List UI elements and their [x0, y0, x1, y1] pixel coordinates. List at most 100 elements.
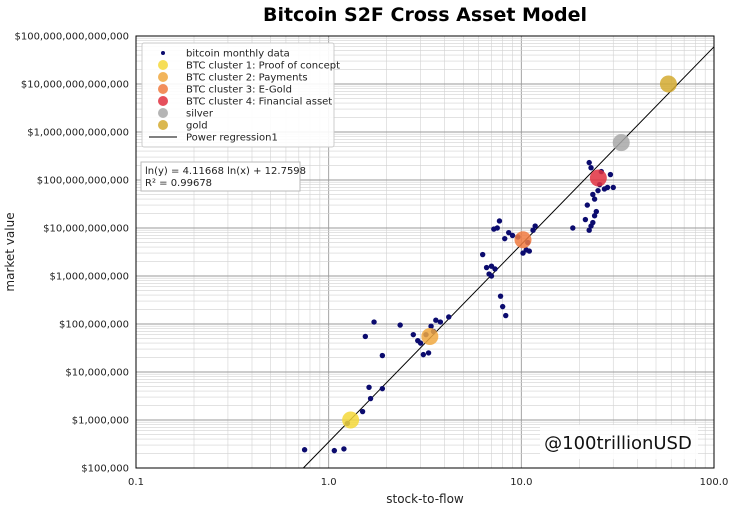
- legend-box: [141, 42, 335, 148]
- bitcoin-data-point: [410, 331, 417, 338]
- bitcoin-data-point: [437, 319, 444, 325]
- legend-marker: [158, 96, 168, 106]
- bitcoin-data-point: [591, 213, 598, 219]
- legend-marker: [158, 108, 168, 118]
- x-tick-label: 10.0: [510, 477, 532, 488]
- bitcoin-data-point: [483, 264, 490, 271]
- y-tick-label: $10,000,000,000: [43, 224, 129, 235]
- bitcoin-data-point: [446, 314, 452, 320]
- btc-cluster-1-proof-of-concept-marker: [342, 411, 360, 429]
- bitcoin-data-point: [530, 227, 536, 233]
- silver-marker: [612, 134, 630, 152]
- data-points: [301, 75, 677, 454]
- bitcoin-data-point: [506, 229, 512, 236]
- bitcoin-data-point: [509, 232, 516, 239]
- bitcoin-data-point: [586, 159, 592, 166]
- y-tick-label: $100,000,000,000: [37, 176, 129, 187]
- legend-label: BTC cluster 3: E-Gold: [186, 85, 292, 96]
- bitcoin-data-point: [479, 251, 486, 258]
- bitcoin-data-point: [420, 351, 427, 358]
- bitcoin-data-point: [494, 225, 500, 231]
- regression-line: [302, 46, 715, 469]
- legend-marker: [158, 72, 168, 82]
- bitcoin-data-point: [526, 248, 533, 254]
- legend-label: BTC cluster 1: Proof of concept: [186, 61, 340, 72]
- x-axis-label: stock-to-flow: [386, 492, 464, 506]
- y-tick-labels: $100,000 $1,000,000 $10,000,000 $100,000,00…: [14, 32, 129, 475]
- bitcoin-data-point: [492, 266, 498, 272]
- equation-line: R² = 0.99678: [145, 178, 212, 189]
- bitcoin-data-point: [301, 447, 308, 453]
- bitcoin-data-point: [379, 385, 386, 392]
- bitcoin-data-point: [496, 218, 503, 224]
- legend-marker: [158, 84, 168, 94]
- y-tick-label: $100,000: [81, 464, 129, 475]
- x-tick-label: 100.0: [700, 477, 729, 488]
- x-tick-label: 0.1: [128, 477, 144, 488]
- bitcoin-data-point: [499, 303, 506, 310]
- bitcoin-data-point: [362, 333, 369, 340]
- legend-marker: [158, 120, 168, 130]
- legend-label: BTC cluster 2: Payments: [186, 73, 308, 84]
- equation-box-frame: [140, 161, 301, 192]
- y-tick-label: $1,000,000,000,000: [27, 128, 129, 139]
- equation-line: ln(y) = 4.11668 ln(x) + 12.7598: [145, 166, 306, 177]
- legend-label: Power regression1: [186, 133, 278, 144]
- bitcoin-data-point: [366, 384, 372, 391]
- bitcoin-data-point: [588, 165, 594, 171]
- y-axis-label: market value: [3, 212, 17, 291]
- watermark-background: [540, 425, 698, 459]
- btc-cluster-2-payments-marker: [421, 327, 439, 345]
- bitcoin-data-point: [497, 293, 504, 299]
- bitcoin-data-point: [488, 273, 495, 279]
- bitcoin-data-point: [586, 227, 592, 233]
- y-tick-label: $1,000,000: [72, 416, 129, 427]
- bitcoin-data-point: [595, 187, 601, 194]
- y-tick-label: $10,000,000: [65, 368, 129, 379]
- bitcoin-data-point: [604, 184, 611, 191]
- x-tick-labels: 0.1 1.0 10.0 100.0: [128, 477, 728, 488]
- bitcoin-data-point: [610, 184, 616, 191]
- power-regression-line: [302, 46, 715, 469]
- watermark: @100trillionUSD: [540, 425, 698, 459]
- bitcoin-data-point: [433, 317, 439, 323]
- bitcoin-data-point: [417, 340, 424, 346]
- bitcoin-data-point: [397, 322, 403, 328]
- bitcoin-data-point: [367, 395, 374, 402]
- bitcoin-data-point: [428, 323, 434, 329]
- bitcoin-data-point: [532, 223, 538, 229]
- x-tick-label: 1.0: [321, 477, 337, 488]
- legend-label: silver: [186, 109, 214, 120]
- bitcoin-data-point: [379, 352, 386, 359]
- y-tick-label: $10,000,000,000,000: [21, 80, 129, 91]
- y-tick-label: $1,000,000,000: [49, 272, 129, 283]
- bitcoin-data-point: [590, 219, 596, 226]
- bitcoin-data-point: [570, 225, 576, 231]
- watermark-text: @100trillionUSD: [544, 433, 692, 454]
- bitcoin-data-point: [425, 350, 432, 356]
- bitcoin-data-point: [371, 319, 377, 325]
- legend-marker: [161, 51, 165, 55]
- y-tick-label: $100,000,000,000,000: [14, 32, 129, 43]
- bitcoin-data-point: [591, 196, 598, 202]
- bitcoin-data-point: [359, 408, 366, 415]
- y-tick-label: $100,000,000: [59, 320, 129, 331]
- gold-marker: [659, 75, 677, 93]
- bitcoin-data-point: [582, 216, 589, 223]
- legend-label: gold: [186, 121, 208, 132]
- chart-title: Bitcoin S2F Cross Asset Model: [263, 4, 587, 26]
- plot-frame: [135, 35, 715, 469]
- legend-label: BTC cluster 4: Financial asset: [186, 97, 332, 108]
- bitcoin-data-point: [593, 208, 600, 215]
- bitcoin-data-point: [590, 191, 596, 198]
- bitcoin-data-point: [341, 446, 347, 452]
- bitcoin-data-point: [331, 447, 338, 454]
- bitcoin-data-point: [584, 202, 591, 208]
- btc-cluster-4-financial-asset-marker: [589, 169, 607, 187]
- legend-marker: [158, 60, 168, 70]
- bitcoin-data-point: [607, 171, 614, 178]
- bitcoin-data-point: [503, 312, 509, 319]
